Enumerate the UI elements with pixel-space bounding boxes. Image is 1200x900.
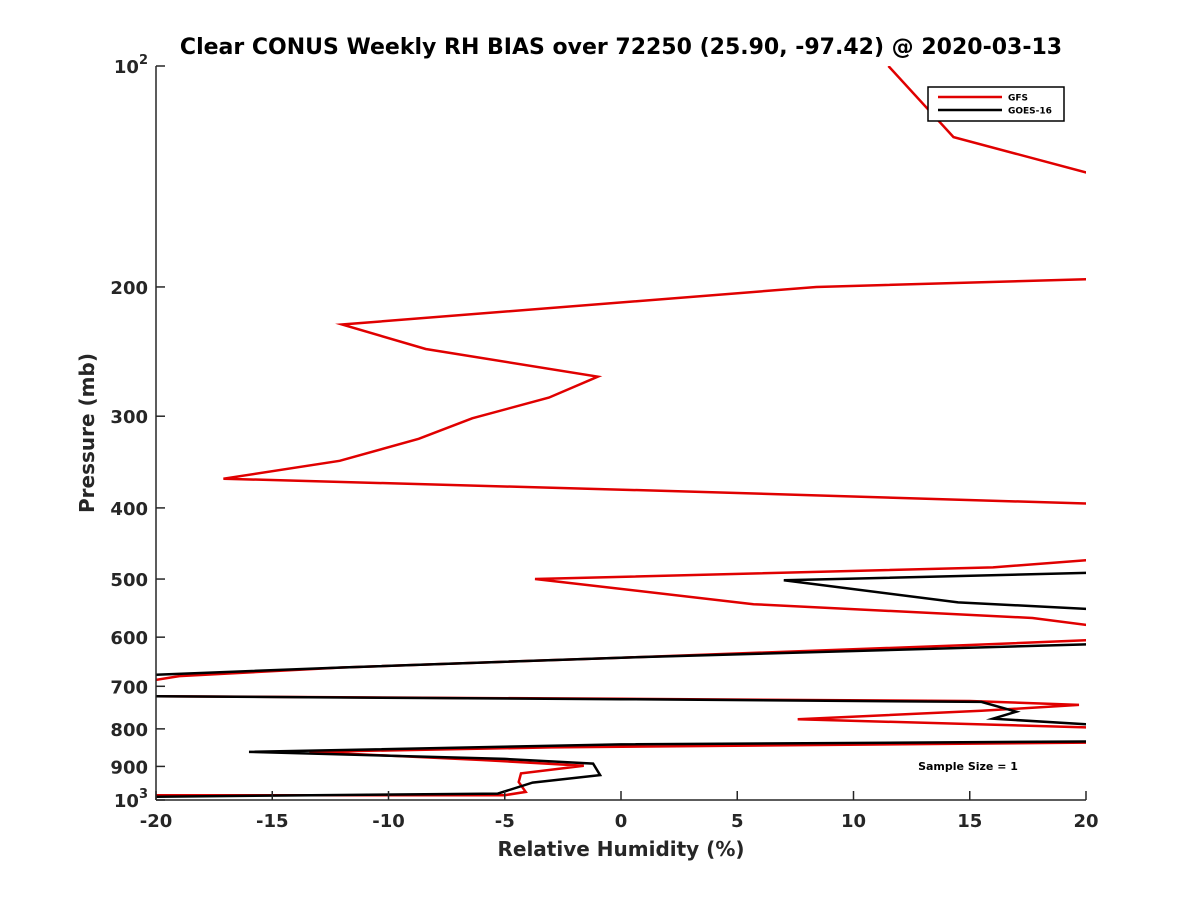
y-tick-label: 800 xyxy=(110,720,148,741)
y-tick-label: 200 xyxy=(110,278,148,299)
x-tick-label: 0 xyxy=(615,811,628,832)
y-tick-label: 700 xyxy=(110,677,148,698)
y-ticks: 102 200 300 400 500 600 700 800 900 103 xyxy=(110,53,165,812)
y-tick-label: 600 xyxy=(110,628,148,649)
legend-label-gfs: GFS xyxy=(1008,94,1028,104)
x-tick-label: -10 xyxy=(372,811,405,832)
x-tick-label: -5 xyxy=(495,811,515,832)
y-tick-label: 102 xyxy=(114,53,148,78)
legend: GFS GOES-16 xyxy=(927,86,1065,122)
y-axis-label: Pressure (mb) xyxy=(75,353,99,513)
x-tick-label: 15 xyxy=(957,811,982,832)
y-tick-label: 900 xyxy=(110,757,148,778)
legend-box xyxy=(927,86,1065,122)
y-tick-label: 400 xyxy=(110,499,148,520)
y-tick-label: 500 xyxy=(110,570,148,591)
x-axis-label: Relative Humidity (%) xyxy=(497,837,744,861)
series-line-goes-16 xyxy=(156,571,1086,798)
sample-size-annotation: Sample Size = 1 xyxy=(918,760,1018,773)
series-line-gfs xyxy=(156,66,1086,797)
x-ticks: -20 -15 -10 -5 0 5 10 15 20 xyxy=(140,791,1099,832)
x-tick-label: 5 xyxy=(731,811,744,832)
y-tick-label: 300 xyxy=(110,407,148,428)
chart-title: Clear CONUS Weekly RH BIAS over 72250 (2… xyxy=(180,35,1062,60)
x-tick-label: -20 xyxy=(140,811,173,832)
x-tick-label: -15 xyxy=(256,811,289,832)
y-tick-label: 103 xyxy=(114,787,148,812)
legend-label-goes-16: GOES-16 xyxy=(1008,107,1052,117)
x-tick-label: 10 xyxy=(841,811,866,832)
series-layer xyxy=(156,66,1086,798)
x-tick-label: 20 xyxy=(1073,811,1098,832)
plot-area xyxy=(156,66,1086,800)
